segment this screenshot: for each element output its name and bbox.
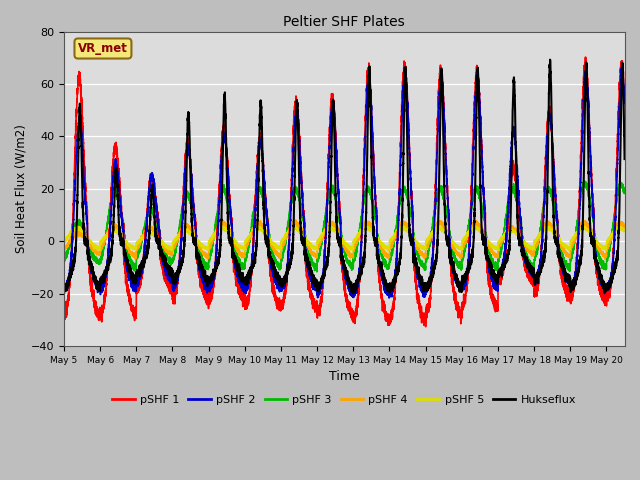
pSHF 2	[548, 137, 556, 143]
Hukseflux	[621, 156, 628, 162]
pSHF 1	[582, 54, 589, 60]
pSHF 3	[313, 269, 321, 275]
Title: Peltier SHF Plates: Peltier SHF Plates	[284, 15, 405, 29]
pSHF 1	[422, 324, 429, 330]
pSHF 5	[287, 228, 294, 234]
pSHF 5	[60, 240, 68, 246]
pSHF 5	[495, 239, 502, 245]
Line: pSHF 5: pSHF 5	[64, 226, 625, 251]
pSHF 3	[261, 201, 269, 207]
Hukseflux	[547, 57, 554, 62]
X-axis label: Time: Time	[329, 371, 360, 384]
pSHF 2	[385, 295, 393, 301]
pSHF 4	[601, 256, 609, 262]
Line: pSHF 1: pSHF 1	[64, 57, 625, 327]
Line: pSHF 3: pSHF 3	[64, 181, 625, 272]
pSHF 2	[621, 96, 628, 102]
Hukseflux	[296, 219, 304, 225]
pSHF 2	[254, 161, 262, 167]
Hukseflux	[287, 257, 294, 263]
pSHF 1	[621, 101, 628, 107]
pSHF 4	[296, 225, 304, 231]
Line: pSHF 4: pSHF 4	[64, 220, 625, 259]
Hukseflux	[495, 269, 502, 275]
pSHF 4	[548, 223, 556, 229]
pSHF 4	[621, 225, 628, 230]
Hukseflux	[261, 227, 269, 233]
pSHF 3	[580, 178, 588, 184]
Legend: pSHF 1, pSHF 2, pSHF 3, pSHF 4, pSHF 5, Hukseflux: pSHF 1, pSHF 2, pSHF 3, pSHF 4, pSHF 5, …	[108, 391, 580, 409]
pSHF 5	[621, 227, 628, 233]
Line: Hukseflux: Hukseflux	[64, 60, 625, 293]
pSHF 2	[296, 155, 304, 161]
pSHF 2	[287, 216, 294, 222]
pSHF 4	[287, 224, 294, 229]
pSHF 3	[296, 201, 304, 207]
pSHF 4	[254, 220, 262, 226]
Hukseflux	[60, 286, 68, 291]
pSHF 1	[261, 183, 269, 189]
pSHF 5	[205, 248, 212, 253]
pSHF 2	[495, 270, 502, 276]
pSHF 3	[287, 203, 294, 208]
pSHF 1	[287, 204, 294, 210]
pSHF 5	[291, 223, 299, 228]
Y-axis label: Soil Heat Flux (W/m2): Soil Heat Flux (W/m2)	[15, 124, 28, 253]
pSHF 2	[60, 287, 68, 293]
pSHF 3	[254, 190, 262, 195]
pSHF 5	[254, 225, 262, 230]
pSHF 4	[60, 248, 68, 254]
pSHF 5	[261, 230, 269, 236]
pSHF 4	[292, 217, 300, 223]
pSHF 3	[495, 256, 502, 262]
pSHF 1	[254, 152, 262, 158]
pSHF 4	[495, 245, 502, 251]
pSHF 3	[621, 187, 628, 193]
pSHF 4	[261, 226, 269, 232]
pSHF 3	[548, 198, 556, 204]
Hukseflux	[548, 156, 556, 162]
pSHF 1	[548, 141, 556, 147]
pSHF 2	[261, 184, 269, 190]
pSHF 5	[296, 229, 304, 235]
pSHF 1	[60, 312, 68, 318]
Hukseflux	[254, 217, 262, 223]
Line: pSHF 2: pSHF 2	[64, 66, 625, 298]
pSHF 3	[60, 260, 68, 265]
pSHF 2	[618, 63, 626, 69]
pSHF 1	[495, 273, 502, 279]
Text: VR_met: VR_met	[78, 42, 128, 55]
pSHF 5	[548, 227, 556, 233]
pSHF 1	[296, 157, 304, 163]
Hukseflux	[349, 290, 356, 296]
